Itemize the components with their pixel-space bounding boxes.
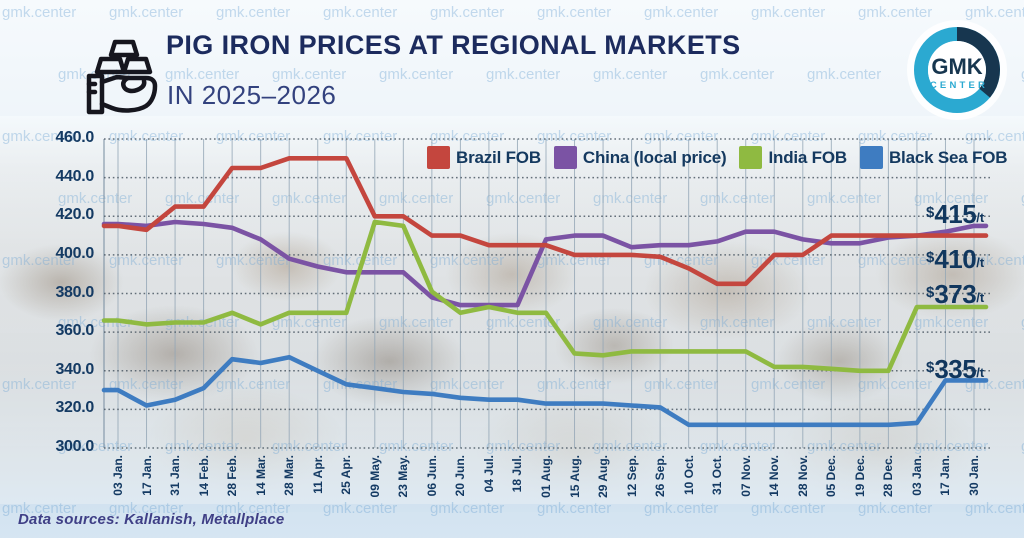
x-axis-label: 28 Nov. [795,455,810,497]
series-line-brazil-fob [101,156,989,287]
x-axis-label: 17 Jan. [139,455,154,496]
gmk-center-logo: GMK CENTER [907,20,1007,120]
x-axis-label: 23 May. [396,455,411,498]
logo-text-center: CENTER [930,80,988,91]
price-label-india-373: $373/t [926,279,985,309]
currency-sign: $ [926,284,935,301]
legend-label: Black Sea FOB [888,147,1008,167]
legend-swatch-black-sea [859,146,883,169]
y-axis-label: 340.0 [55,360,94,378]
x-axis-label: 09 May. [367,455,382,498]
price-label-china-415: $415/t [926,199,985,229]
page-title: PIG IRON PRICES AT REGIONAL MARKETS [166,30,741,60]
price-label-brazil-410: $410/t [926,244,985,274]
currency-sign: $ [926,249,935,266]
chart-legend: Brazil FOB China (local price) India FOB… [427,146,1008,169]
page-subtitle: IN 2025–2026 [167,80,337,110]
legend-label: India FOB [768,147,847,167]
x-axis-label: 29 Aug. [596,455,611,498]
x-axis-label: 07 Nov. [738,455,753,497]
legend-item-india-fob: India FOB [739,146,847,169]
x-axis-label: 03 Jan. [909,455,924,496]
currency-sign: $ [926,359,935,376]
legend-swatch-brazil [427,146,450,169]
x-axis-label: 03 Jan. [111,455,125,496]
legend-swatch-china [553,146,577,169]
x-axis-label: 01 Aug. [539,455,553,498]
x-axis-label: 25 Apr. [339,455,354,495]
x-axis-label: 14 Mar. [253,455,268,496]
x-axis-label: 31 Oct. [710,455,725,496]
x-axis-label: 20 Jun. [453,455,468,497]
x-axis-label: 17 Jan. [938,455,953,496]
x-axis-label: 15 Aug. [567,455,582,498]
logo-text-gmk: GMK [931,54,982,79]
x-axis-label: 14 Nov. [767,455,782,497]
data-sources-note: Data sources: Kallanish, Metallplace [18,511,285,528]
y-axis-label: 360.0 [55,322,94,340]
x-axis-label: 10 Oct. [681,455,696,496]
y-axis-label: 320.0 [55,399,94,417]
series-line-china-local-price [101,219,989,308]
y-axis-label: 440.0 [55,167,94,185]
x-axis-label: 18 Jul. [510,455,525,493]
x-axis-label: 05 Dec. [824,455,839,498]
x-axis-label: 26 Sep. [653,455,668,498]
x-axis-label: 28 Feb. [225,455,240,497]
legend-item-china-local-price: China (local price) [553,146,727,169]
x-axis-label: 06 Jun. [424,455,439,497]
legend-swatch-india [739,146,763,169]
x-axis-label: 28 Dec. [881,455,896,498]
y-axis-label: 420.0 [55,206,94,224]
y-axis-label: 300.0 [55,438,94,455]
x-axis-label: 11 Apr. [310,455,325,494]
currency-sign: $ [926,204,935,221]
hand-holding-ingots-icon [86,39,158,115]
x-axis-label: 12 Sep. [624,455,639,498]
y-axis-label: 400.0 [55,244,94,262]
x-axis-label: 28 Mar. [282,455,297,496]
y-axis-label: 380.0 [55,283,94,301]
legend-item-brazil-fob: Brazil FOB [427,146,541,169]
series-line-india-fob [101,219,989,374]
price-label-black-sea-335: $335/t [926,354,985,384]
legend-label: Brazil FOB [456,147,541,167]
legend-item-black-sea-fob: Black Sea FOB [859,146,1008,169]
x-axis-label: 14 Feb. [196,455,211,497]
footer-strip [0,504,1024,538]
x-axis-label: 30 Jan. [967,455,981,496]
series-line-black-sea-fob [101,354,989,428]
x-axis-label: 31 Jan. [168,455,183,496]
x-axis-label: 04 Jul. [481,455,496,493]
x-axis-label: 19 Dec. [852,455,867,498]
legend-label: China (local price) [582,147,727,167]
y-axis-label: 460.0 [55,129,94,146]
